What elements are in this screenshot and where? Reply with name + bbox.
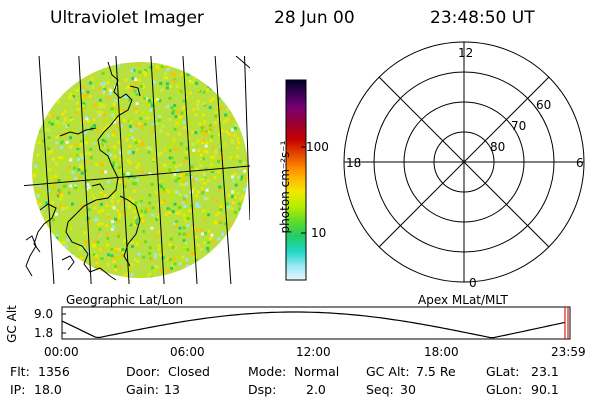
coastlines xyxy=(25,61,141,281)
mlt-label-0: 0 xyxy=(469,276,477,290)
time-tick-0600: 06:00 xyxy=(170,345,205,359)
ip-label: IP: xyxy=(10,382,26,397)
time-tick-1200: 12:00 xyxy=(296,345,331,359)
mlt-label-6: 6 xyxy=(576,156,584,170)
mode-value: Normal xyxy=(294,364,340,379)
altitude-plot xyxy=(61,306,571,340)
gain-label: Gain: xyxy=(126,382,159,397)
geo-caption: Geographic Lat/Lon xyxy=(66,293,184,307)
polar-grid xyxy=(343,41,585,283)
door-value: Closed xyxy=(168,364,210,379)
seq-label: Seq: xyxy=(366,382,394,397)
mlt-label-18: 18 xyxy=(346,156,362,170)
gcalt-value: 7.5 Re xyxy=(416,364,456,379)
mlt-label-12: 12 xyxy=(458,46,474,60)
glat-value: 23.1 xyxy=(531,364,559,379)
gcalt-label: GC Alt: xyxy=(366,364,410,379)
time-tick-1800: 18:00 xyxy=(424,345,459,359)
colorbar-unit-label: photon cm⁻²s⁻¹ xyxy=(278,140,292,234)
colorbar xyxy=(285,79,307,281)
flt-value: 1356 xyxy=(38,364,70,379)
mlat-label-60: 60 xyxy=(536,98,552,112)
glon-value: 90.1 xyxy=(531,382,559,397)
dsp-value: 2.0 xyxy=(306,382,326,397)
altitude-ytick-9: 9.0 xyxy=(34,307,54,321)
time-label: 23:48:50 UT xyxy=(430,8,535,28)
mode-label: Mode: xyxy=(248,364,287,379)
seq-value: 30 xyxy=(400,382,416,397)
instrument-title: Ultraviolet Imager xyxy=(50,8,204,28)
time-tick-2359: 23:59 xyxy=(551,345,586,359)
ip-value: 18.0 xyxy=(34,382,62,397)
geo-image-panel xyxy=(24,56,250,284)
date-label: 28 Jun 00 xyxy=(274,8,355,28)
time-tick-0000: 00:00 xyxy=(44,345,79,359)
colorbar-tick-100: 100 xyxy=(306,140,329,154)
gain-value: 13 xyxy=(164,382,180,397)
earth-disk xyxy=(32,62,248,278)
glat-label: GLat: xyxy=(486,364,520,379)
polar-caption: Apex MLat/MLT xyxy=(418,293,508,307)
altitude-ytick-1-8: 1.8 xyxy=(34,326,54,340)
altitude-curve xyxy=(61,311,566,339)
dsp-label: Dsp: xyxy=(248,382,277,397)
mlat-label-70: 70 xyxy=(511,119,527,133)
glon-label: GLon: xyxy=(486,382,523,397)
door-label: Door: xyxy=(126,364,161,379)
flt-label: Flt: xyxy=(10,364,30,379)
mlat-label-80: 80 xyxy=(490,140,506,154)
altitude-ylabel: GC Alt xyxy=(5,305,19,343)
colorbar-tick-10: 10 xyxy=(311,226,327,240)
lat-lon-grid xyxy=(24,56,250,284)
